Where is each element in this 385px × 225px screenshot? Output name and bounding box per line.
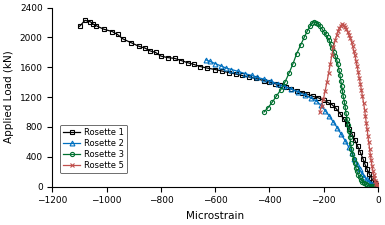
Rosette 1 bbox=[213, 68, 218, 71]
Rosette 5 bbox=[375, 185, 380, 188]
Rosette 2 bbox=[289, 88, 293, 90]
Rosette 2 bbox=[208, 60, 212, 63]
Rosette 2 bbox=[308, 97, 313, 99]
Rosette 2 bbox=[371, 184, 376, 186]
Rosette 1 bbox=[363, 163, 367, 166]
Rosette 3 bbox=[350, 152, 355, 155]
Line: Rosette 3: Rosette 3 bbox=[262, 20, 379, 189]
Rosette 2 bbox=[368, 182, 373, 184]
Rosette 5 bbox=[340, 23, 345, 26]
Rosette 1 bbox=[375, 184, 380, 187]
Rosette 2 bbox=[218, 64, 223, 67]
Rosette 2 bbox=[355, 163, 359, 166]
Rosette 5 bbox=[369, 159, 373, 162]
Rosette 3 bbox=[339, 85, 344, 87]
Rosette 2 bbox=[203, 58, 208, 61]
Rosette 2 bbox=[358, 168, 362, 171]
Rosette 2 bbox=[224, 67, 228, 69]
X-axis label: Microstrain: Microstrain bbox=[186, 211, 244, 221]
Rosette 2 bbox=[362, 176, 367, 178]
Rosette 2 bbox=[370, 183, 374, 185]
Rosette 3 bbox=[323, 33, 328, 36]
Rosette 1 bbox=[305, 93, 310, 95]
Rosette 3 bbox=[338, 74, 342, 77]
Legend: Rosette 1, Rosette 2, Rosette 3, Rosette 5: Rosette 1, Rosette 2, Rosette 3, Rosette… bbox=[60, 124, 127, 173]
Rosette 2 bbox=[229, 68, 234, 71]
Rosette 3 bbox=[374, 185, 378, 188]
Rosette 2 bbox=[268, 80, 273, 83]
Rosette 2 bbox=[375, 185, 380, 188]
Rosette 2 bbox=[236, 70, 241, 73]
Rosette 1 bbox=[83, 19, 87, 22]
Rosette 2 bbox=[349, 151, 354, 154]
Rosette 3 bbox=[312, 20, 316, 23]
Rosette 1 bbox=[166, 56, 170, 59]
Rosette 1 bbox=[77, 25, 82, 28]
Rosette 5 bbox=[363, 115, 368, 118]
Rosette 2 bbox=[243, 72, 247, 75]
Line: Rosette 1: Rosette 1 bbox=[77, 18, 380, 188]
Rosette 2 bbox=[327, 114, 331, 117]
Rosette 2 bbox=[364, 178, 369, 181]
Rosette 1 bbox=[283, 85, 288, 88]
Rosette 2 bbox=[352, 157, 357, 160]
Rosette 2 bbox=[314, 99, 318, 102]
Rosette 2 bbox=[360, 172, 365, 175]
Rosette 2 bbox=[282, 85, 287, 88]
Rosette 2 bbox=[331, 120, 335, 123]
Rosette 2 bbox=[323, 109, 327, 112]
Rosette 3 bbox=[375, 185, 380, 188]
Rosette 2 bbox=[373, 184, 377, 187]
Rosette 2 bbox=[335, 126, 340, 129]
Y-axis label: Applied Load (kN): Applied Load (kN) bbox=[4, 51, 14, 144]
Rosette 5 bbox=[364, 122, 368, 124]
Rosette 2 bbox=[255, 76, 259, 79]
Rosette 2 bbox=[296, 90, 300, 93]
Line: Rosette 5: Rosette 5 bbox=[317, 22, 385, 189]
Rosette 1 bbox=[153, 51, 158, 54]
Line: Rosette 2: Rosette 2 bbox=[203, 57, 380, 189]
Rosette 5 bbox=[361, 102, 366, 104]
Rosette 3 bbox=[262, 111, 266, 113]
Rosette 2 bbox=[339, 133, 344, 136]
Rosette 2 bbox=[302, 94, 307, 96]
Rosette 2 bbox=[213, 62, 218, 65]
Rosette 5 bbox=[317, 111, 322, 113]
Rosette 5 bbox=[360, 95, 365, 98]
Rosette 2 bbox=[374, 184, 378, 187]
Rosette 5 bbox=[341, 24, 346, 27]
Rosette 2 bbox=[249, 74, 254, 77]
Rosette 2 bbox=[346, 146, 351, 148]
Rosette 3 bbox=[320, 27, 324, 30]
Rosette 2 bbox=[262, 78, 266, 81]
Rosette 2 bbox=[343, 140, 348, 142]
Rosette 2 bbox=[319, 104, 323, 107]
Rosette 2 bbox=[275, 82, 280, 85]
Rosette 2 bbox=[366, 180, 371, 183]
